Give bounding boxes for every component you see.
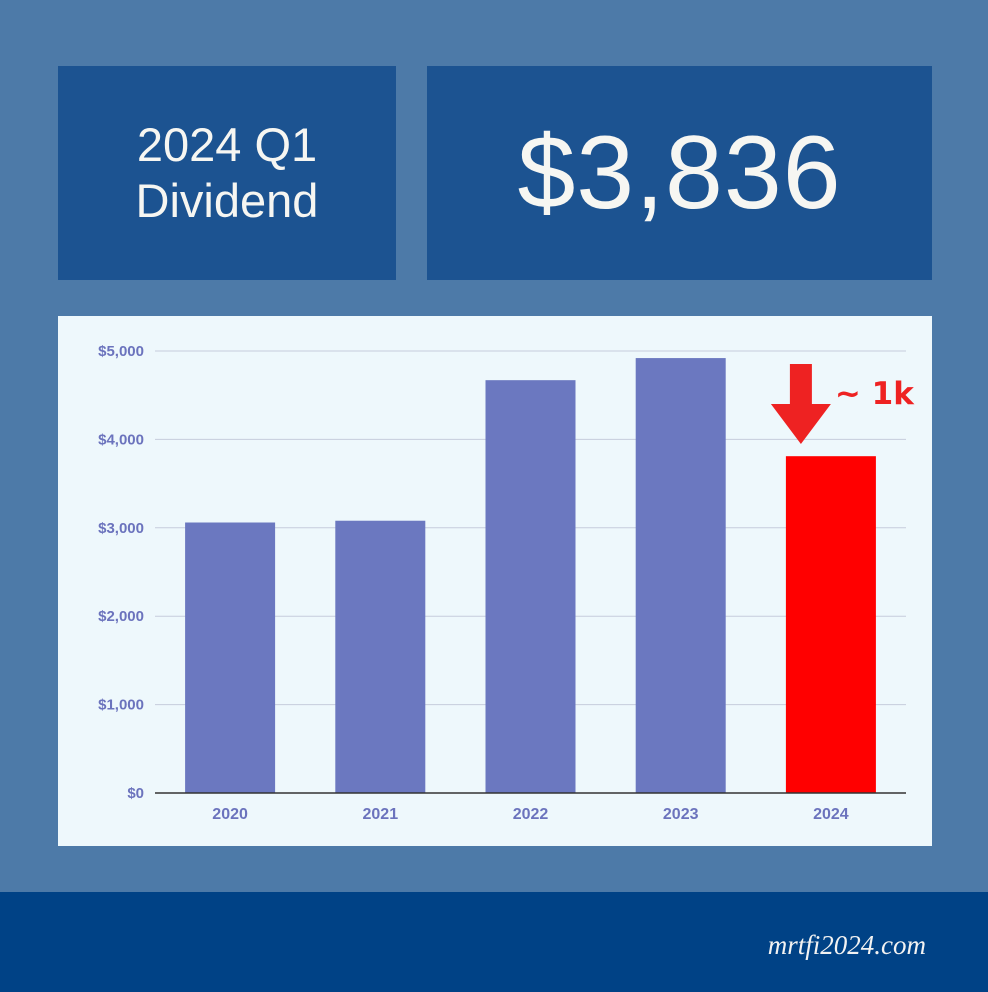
annotation-text: ~ 1k <box>835 376 915 412</box>
y-tick-label: $1,000 <box>98 697 144 714</box>
x-tick-label: 2023 <box>663 806 699 823</box>
y-tick-label: $0 <box>127 785 144 802</box>
x-tick-label: 2022 <box>513 806 549 823</box>
period-label-tile: 2024 Q1 Dividend <box>58 66 396 280</box>
footer-url: mrtfi2024.com <box>767 930 926 960</box>
bar-chart: $0 $1,000 $2,000 $3,000 $4,000 $5,000 2020 2021… <box>98 343 915 823</box>
y-tick-label: $3,000 <box>98 520 144 537</box>
dividend-amount-tile: $3,836 <box>427 66 932 280</box>
x-tick-label: 2020 <box>212 806 248 823</box>
dividend-amount: $3,836 <box>517 114 842 231</box>
bar-2020 <box>185 522 276 793</box>
y-tick-label: $4,000 <box>98 431 144 448</box>
x-tick-label: 2021 <box>363 806 399 823</box>
chart-panel: $0 $1,000 $2,000 $3,000 $4,000 $5,000 2020 2021… <box>58 316 932 846</box>
period-label: 2024 Q1 Dividend <box>136 117 319 230</box>
bar-2022 <box>485 380 576 793</box>
x-tick-label: 2024 <box>813 806 849 823</box>
period-label-line2: Dividend <box>135 174 319 227</box>
y-tick-label: $2,000 <box>98 608 144 625</box>
down-arrow-icon <box>770 364 831 444</box>
y-tick-label: $5,000 <box>98 343 144 360</box>
bar-2024 <box>785 456 876 793</box>
bar-2023 <box>635 358 726 793</box>
period-label-line1: 2024 Q1 <box>136 117 318 171</box>
footer: mrtfi2024.com <box>0 892 988 992</box>
bar-2021 <box>335 520 426 793</box>
